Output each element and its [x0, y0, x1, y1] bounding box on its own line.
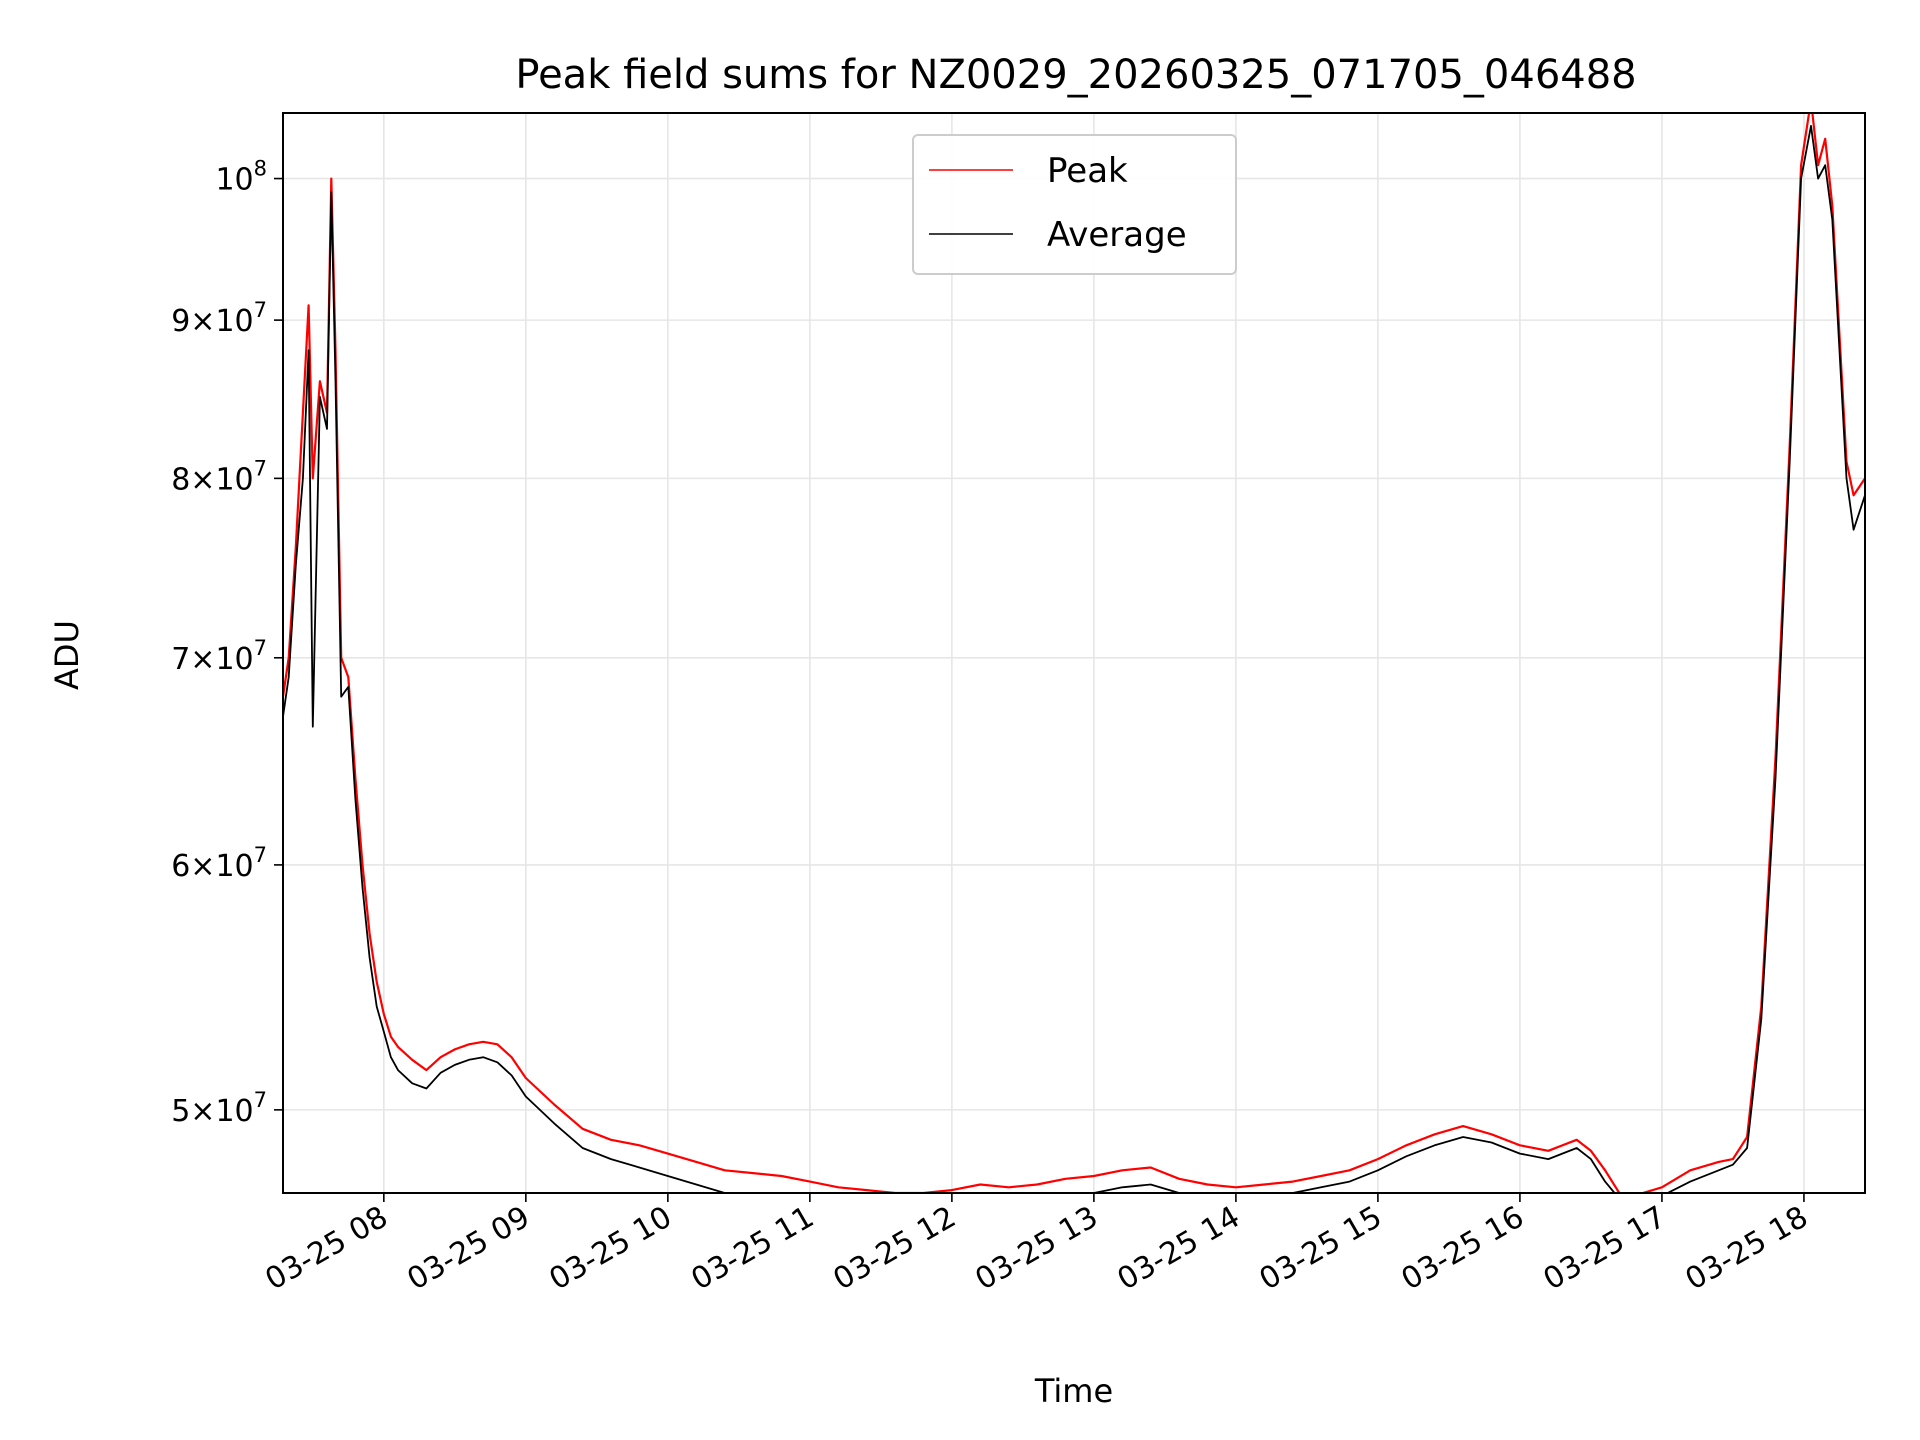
y-tick-label: 7×107 [171, 636, 267, 677]
y-tick-label: 8×107 [171, 456, 267, 497]
grid-y [283, 177, 1865, 1111]
y-tick-label: 9×107 [171, 298, 267, 339]
legend-label-average: Average [1047, 215, 1187, 255]
plot-frame [282, 112, 1866, 1194]
chart-title: Peak field sums for NZ0029_20260325_0717… [515, 52, 1636, 98]
y-tick-label: 5×107 [171, 1088, 267, 1129]
legend: Peak Average [912, 134, 1237, 275]
y-axis-title: ADU [48, 620, 86, 690]
series-layer [283, 113, 1865, 1193]
legend-label-peak: Peak [1047, 151, 1128, 191]
series-line-peak [283, 113, 1865, 1193]
grid-x [383, 113, 1805, 1193]
plot-area [283, 113, 1865, 1193]
y-tick-label: 6×107 [171, 843, 267, 884]
x-axis-title: Time [1034, 1372, 1113, 1410]
series-line-average [283, 125, 1865, 1193]
